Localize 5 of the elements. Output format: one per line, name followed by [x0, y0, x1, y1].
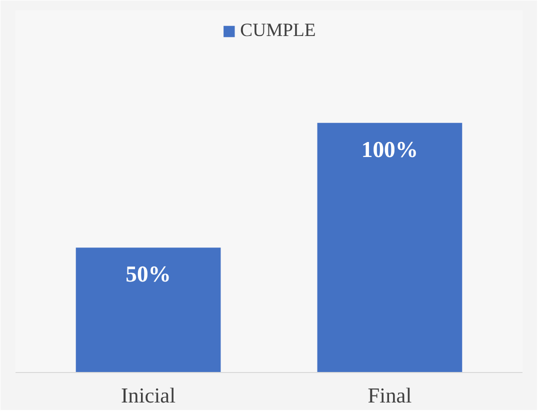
x-tick-label: Inicial	[121, 384, 176, 408]
text: 100%	[361, 136, 418, 162]
legend-label: CUMPLE	[240, 20, 316, 42]
text: 50%	[126, 262, 171, 287]
x-tick-label: Final	[368, 384, 412, 408]
